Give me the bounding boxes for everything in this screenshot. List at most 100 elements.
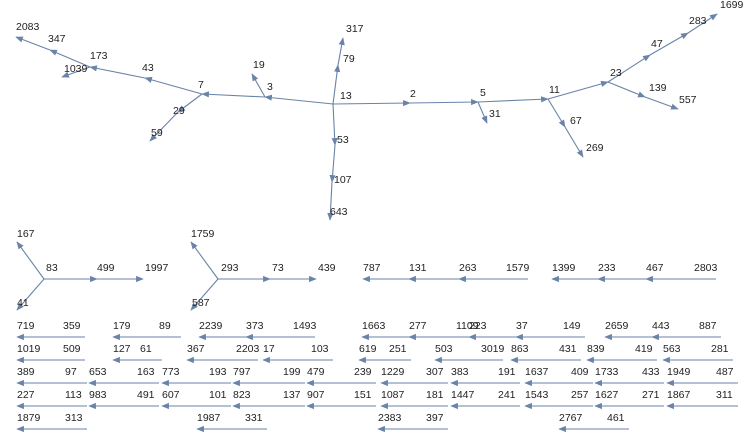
node-label: 3019 (481, 343, 505, 355)
node-label: 103 (311, 343, 329, 355)
node-label: 1087 (381, 389, 405, 401)
edge (687, 13, 718, 34)
node-label: 173 (90, 50, 108, 62)
edge (190, 278, 219, 311)
node-label: 1543 (525, 389, 549, 401)
node-label: 719 (17, 320, 35, 332)
edge (409, 99, 479, 106)
node-label: 863 (511, 343, 529, 355)
node-label: 73 (272, 262, 284, 274)
node-label: 509 (63, 343, 81, 355)
node-label: 191 (498, 366, 516, 378)
node-label: 373 (246, 320, 264, 332)
node-label: 433 (642, 366, 660, 378)
edge (331, 103, 338, 146)
node-label: 1627 (595, 389, 619, 401)
node-label: 199 (283, 366, 301, 378)
node-label: 2239 (199, 320, 223, 332)
node-label: 2803 (694, 262, 718, 274)
node-label: 37 (516, 320, 528, 332)
node-label: 1019 (17, 343, 41, 355)
node-label: 67 (570, 115, 582, 127)
edge (327, 181, 334, 221)
node-label: 53 (337, 134, 349, 146)
node-label: 167 (17, 228, 35, 240)
node-label: 1447 (451, 389, 475, 401)
edge (61, 66, 91, 78)
node-label: 281 (711, 343, 729, 355)
node-label: 59 (151, 127, 163, 139)
node-label: 163 (137, 366, 155, 378)
node-label: 271 (642, 389, 660, 401)
node-label: 1987 (197, 412, 221, 424)
node-label: 1759 (191, 228, 215, 240)
node-label: 383 (451, 366, 469, 378)
node-label: 331 (245, 412, 263, 424)
node-label: 1399 (552, 262, 576, 274)
node-label: 1997 (145, 262, 169, 274)
node-label: 11 (549, 84, 560, 96)
edge (16, 278, 45, 311)
node-label: 389 (17, 366, 35, 378)
node-label: 443 (652, 320, 670, 332)
edge (564, 126, 584, 158)
edge (332, 64, 341, 105)
node-label: 557 (679, 94, 697, 106)
node-label: 431 (559, 343, 577, 355)
node-label: 2659 (605, 320, 629, 332)
node-label: 7 (198, 79, 204, 91)
edge (644, 96, 679, 110)
edge (201, 91, 266, 98)
node-label: 1949 (667, 366, 691, 378)
node-label: 239 (354, 366, 372, 378)
node-label: 277 (409, 320, 427, 332)
node-label: 101 (209, 389, 227, 401)
node-label: 479 (307, 366, 325, 378)
node-label: 19 (253, 59, 265, 71)
node-label: 563 (663, 343, 681, 355)
node-label: 83 (46, 262, 58, 274)
node-label: 257 (571, 389, 589, 401)
node-label: 619 (359, 343, 377, 355)
node-label: 1663 (362, 320, 386, 332)
edge (15, 36, 51, 51)
node-label: 193 (209, 366, 227, 378)
node-label: 2203 (236, 343, 260, 355)
edge (329, 144, 336, 183)
edge (190, 241, 219, 280)
node-label: 149 (563, 320, 581, 332)
edge (607, 81, 646, 98)
node-label: 499 (97, 262, 115, 274)
node-label: 607 (162, 389, 180, 401)
node-label: 797 (233, 366, 251, 378)
node-label: 1699 (720, 0, 743, 11)
node-label: 359 (63, 320, 81, 332)
node-label: 1733 (595, 366, 619, 378)
node-label: 151 (354, 389, 372, 401)
node-label: 409 (571, 366, 589, 378)
node-label: 1493 (293, 320, 317, 332)
edge (477, 101, 488, 124)
node-label: 419 (635, 343, 653, 355)
node-label: 43 (142, 62, 154, 74)
node-label: 89 (159, 320, 171, 332)
node-label: 223 (469, 320, 487, 332)
node-label: 3 (267, 81, 273, 93)
node-label: 491 (137, 389, 155, 401)
edge (337, 37, 345, 66)
node-label: 263 (459, 262, 477, 274)
node-label: 1109 (456, 320, 479, 332)
node-label: 2083 (16, 21, 40, 33)
node-label: 61 (140, 343, 152, 355)
node-label: 1867 (667, 389, 691, 401)
node-label: 307 (426, 366, 444, 378)
node-label: 233 (598, 262, 616, 274)
node-label: 587 (192, 297, 210, 309)
node-label: 1879 (17, 412, 41, 424)
edge (264, 94, 334, 105)
node-label: 397 (426, 412, 444, 424)
edge (16, 241, 45, 280)
node-label: 313 (65, 412, 83, 424)
node-label: 317 (346, 23, 364, 35)
